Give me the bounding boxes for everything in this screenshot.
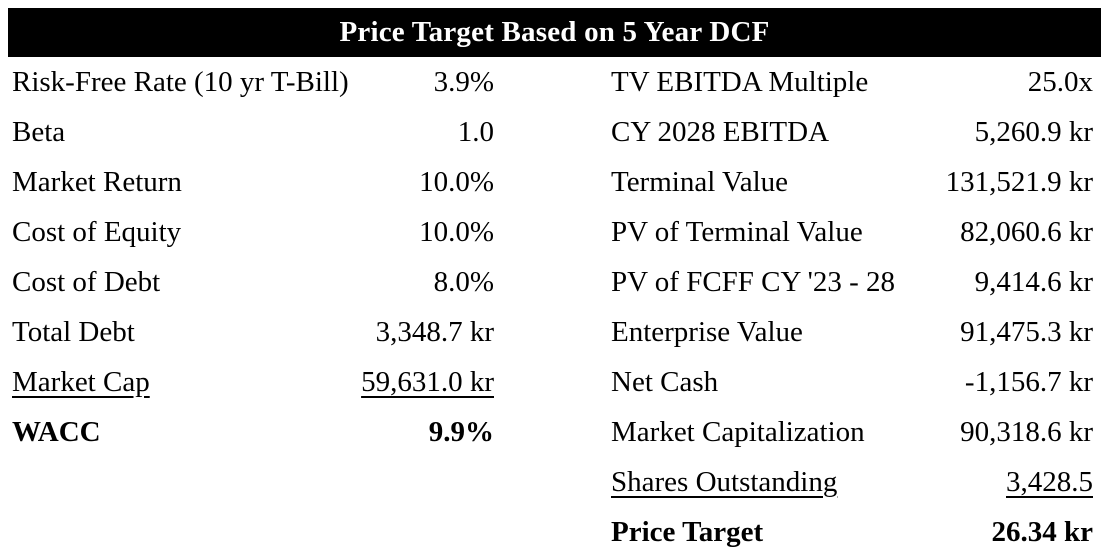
row-label: Shares Outstanding	[611, 465, 838, 498]
row-label: Net Cash	[611, 365, 719, 398]
row-value: 10.0%	[419, 165, 494, 198]
row-label: Cost of Debt	[12, 265, 161, 298]
table-row-shares-outstanding: Shares Outstanding 3,428.5	[611, 457, 1093, 507]
row-value: 9,414.6 kr	[974, 265, 1093, 298]
row-label: Market Cap	[12, 365, 150, 398]
table-row-enterprise-value: Enterprise Value 91,475.3 kr	[611, 307, 1093, 357]
row-value: 90,318.6 kr	[960, 415, 1093, 448]
row-label: Price Target	[611, 515, 764, 548]
valuation-column: TV EBITDA Multiple 25.0x CY 2028 EBITDA …	[611, 57, 1093, 557]
table-title-bar: Price Target Based on 5 Year DCF	[8, 8, 1101, 57]
row-label: Market Return	[12, 165, 182, 198]
table-row-cost-of-equity: Cost of Equity 10.0%	[12, 207, 494, 257]
table-row-terminal-value: Terminal Value 131,521.9 kr	[611, 157, 1093, 207]
row-label: CY 2028 EBITDA	[611, 115, 830, 148]
row-value: 3,428.5	[1006, 465, 1093, 498]
row-label: WACC	[12, 415, 101, 448]
row-value: 25.0x	[1027, 65, 1093, 98]
table-row-market-return: Market Return 10.0%	[12, 157, 494, 207]
row-value: 59,631.0 kr	[361, 365, 494, 398]
table-row-total-debt: Total Debt 3,348.7 kr	[12, 307, 494, 357]
table-row-pv-fcff: PV of FCFF CY '23 - 28 9,414.6 kr	[611, 257, 1093, 307]
table-row-pv-terminal-value: PV of Terminal Value 82,060.6 kr	[611, 207, 1093, 257]
table-row-market-capitalization: Market Capitalization 90,318.6 kr	[611, 407, 1093, 457]
table-row-market-cap: Market Cap 59,631.0 kr	[12, 357, 494, 407]
table-row-cost-of-debt: Cost of Debt 8.0%	[12, 257, 494, 307]
row-value: 5,260.9 kr	[974, 115, 1093, 148]
row-label: Risk-Free Rate (10 yr T-Bill)	[12, 65, 349, 98]
row-value: 10.0%	[419, 215, 494, 248]
row-label: Terminal Value	[611, 165, 789, 198]
row-value: 131,521.9 kr	[945, 165, 1093, 198]
table-title: Price Target Based on 5 Year DCF	[339, 16, 770, 48]
table-row-beta: Beta 1.0	[12, 107, 494, 157]
table-row-price-target: Price Target 26.34 kr	[611, 507, 1093, 557]
row-value: 3,348.7 kr	[375, 315, 494, 348]
table-row-risk-free-rate: Risk-Free Rate (10 yr T-Bill) 3.9%	[12, 57, 494, 107]
table-row-tv-ebitda-multiple: TV EBITDA Multiple 25.0x	[611, 57, 1093, 107]
assumptions-column: Risk-Free Rate (10 yr T-Bill) 3.9% Beta …	[12, 57, 494, 557]
row-value: 26.34 kr	[991, 515, 1094, 548]
row-label: Total Debt	[12, 315, 135, 348]
row-label: PV of Terminal Value	[611, 215, 863, 248]
row-value: 1.0	[457, 115, 494, 148]
row-value: 9.9%	[428, 415, 494, 448]
table-row-wacc: WACC 9.9%	[12, 407, 494, 457]
table-row-net-cash: Net Cash -1,156.7 kr	[611, 357, 1093, 407]
row-value: 82,060.6 kr	[960, 215, 1093, 248]
row-label: Enterprise Value	[611, 315, 803, 348]
row-label: Cost of Equity	[12, 215, 182, 248]
row-value: 91,475.3 kr	[960, 315, 1093, 348]
table-body: Risk-Free Rate (10 yr T-Bill) 3.9% Beta …	[0, 57, 1108, 557]
table-row-cy-2028-ebitda: CY 2028 EBITDA 5,260.9 kr	[611, 107, 1093, 157]
row-label: PV of FCFF CY '23 - 28	[611, 265, 896, 298]
row-label: Market Capitalization	[611, 415, 865, 448]
row-label: TV EBITDA Multiple	[611, 65, 869, 98]
row-label: Beta	[12, 115, 66, 148]
row-value: 3.9%	[433, 65, 494, 98]
row-value: 8.0%	[433, 265, 494, 298]
row-value: -1,156.7 kr	[964, 365, 1093, 398]
